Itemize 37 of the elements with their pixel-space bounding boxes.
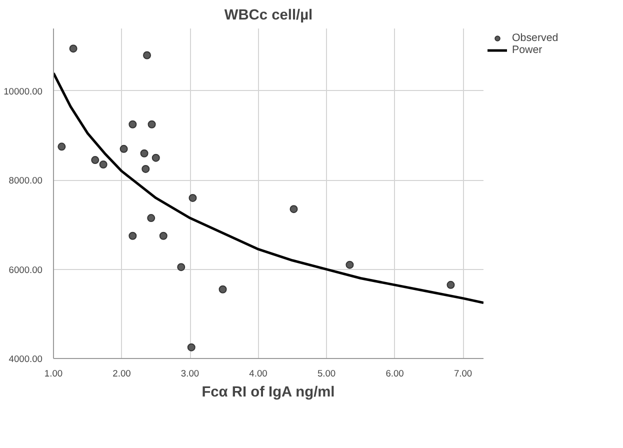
y-tick-label: 4000.00 xyxy=(8,354,43,364)
x-tick-label: 3.00 xyxy=(180,368,200,378)
point xyxy=(140,149,148,158)
point xyxy=(290,205,298,214)
point xyxy=(177,263,186,272)
x-tick-label: 2.00 xyxy=(112,368,131,378)
line-series xyxy=(54,72,484,304)
point xyxy=(99,160,108,169)
point xyxy=(69,44,78,53)
point xyxy=(218,285,227,294)
legend-label: Power xyxy=(512,44,542,56)
y-tick-label: 6000.00 xyxy=(8,264,43,275)
y-tick-label: 8000.00 xyxy=(8,176,43,186)
legend-label: Observed xyxy=(512,32,558,44)
point xyxy=(148,120,156,128)
point xyxy=(346,260,354,269)
point xyxy=(188,194,197,202)
chart-title: WBCc cell/µl xyxy=(224,8,313,24)
x-tick-label: 4.00 xyxy=(249,368,268,378)
point xyxy=(187,343,196,352)
point xyxy=(142,164,150,173)
x-tick-label: 7.00 xyxy=(454,368,472,378)
point xyxy=(128,120,137,128)
point xyxy=(91,156,100,164)
x-axis-title: Fcα RI of IgA ng/ml xyxy=(202,384,335,400)
point xyxy=(128,232,137,240)
point xyxy=(143,51,152,60)
point xyxy=(159,232,168,240)
point xyxy=(120,144,128,153)
x-tick-label: 5.00 xyxy=(317,368,336,378)
x-tick-label: 6.00 xyxy=(386,368,404,378)
y-tick-label: 10000.00 xyxy=(4,86,43,96)
point xyxy=(147,214,156,222)
point xyxy=(152,154,160,162)
x-tick-label: 1.00 xyxy=(44,368,63,378)
point xyxy=(446,280,455,289)
point xyxy=(58,142,66,151)
